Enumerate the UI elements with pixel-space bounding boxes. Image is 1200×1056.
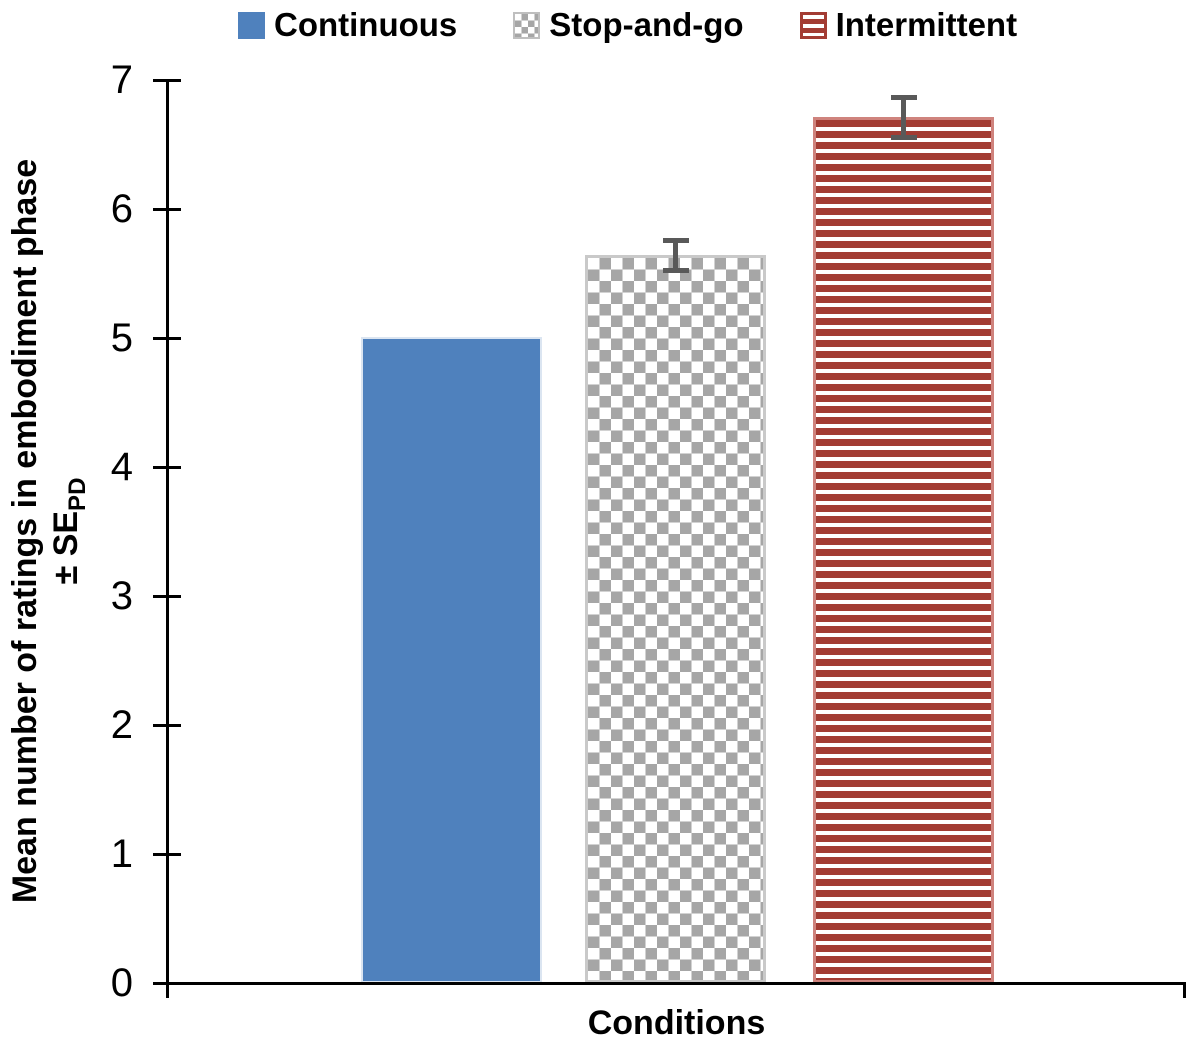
bar-stop-and-go: [585, 255, 766, 983]
x-axis-end-tick: [1183, 983, 1186, 998]
error-bar-line-stop-and-go: [673, 239, 678, 271]
y-axis-line: [165, 80, 169, 998]
legend-label-intermittent: Intermittent: [835, 6, 1018, 43]
legend-item-stop-and-go: Stop-and-go: [513, 6, 744, 44]
x-axis-line: [153, 981, 1186, 985]
bar-intermittent: [813, 117, 994, 983]
legend: Continuous Stop-and-go Intermittent: [238, 6, 1017, 44]
legend-swatch-continuous-icon: [238, 11, 265, 39]
y-tick-label-4: 4: [110, 445, 133, 489]
legend-item-intermittent: Intermittent: [799, 6, 1018, 44]
error-bar-line-intermittent: [901, 96, 906, 139]
legend-swatch-intermittent-icon: [799, 11, 827, 39]
legend-swatch-stop-and-go-icon: [513, 11, 541, 39]
y-tick-label-2: 2: [110, 703, 133, 747]
error-bar-cap-bottom-stop-and-go: [662, 267, 689, 273]
x-axis-title: Conditions: [587, 1004, 766, 1042]
y-tick-label-1: 1: [110, 832, 133, 876]
y-tick-label-3: 3: [110, 574, 133, 618]
error-bar-cap-top-stop-and-go: [662, 237, 689, 243]
error-bar-cap-top-intermittent: [890, 94, 917, 100]
legend-label-continuous: Continuous: [274, 6, 458, 43]
y-tick-label-5: 5: [110, 316, 133, 360]
error-bar-cap-bottom-intermittent: [890, 135, 917, 141]
y-axis-title-line1: Mean number of ratings in embodiment pha…: [6, 158, 44, 904]
legend-label-stop-and-go: Stop-and-go: [549, 6, 744, 43]
y-tick-label-6: 6: [110, 187, 133, 231]
legend-item-continuous: Continuous: [238, 6, 457, 44]
y-tick-label-7: 7: [110, 58, 133, 102]
y-tick-label-0: 0: [110, 961, 133, 1005]
bar-continuous: [361, 336, 542, 983]
